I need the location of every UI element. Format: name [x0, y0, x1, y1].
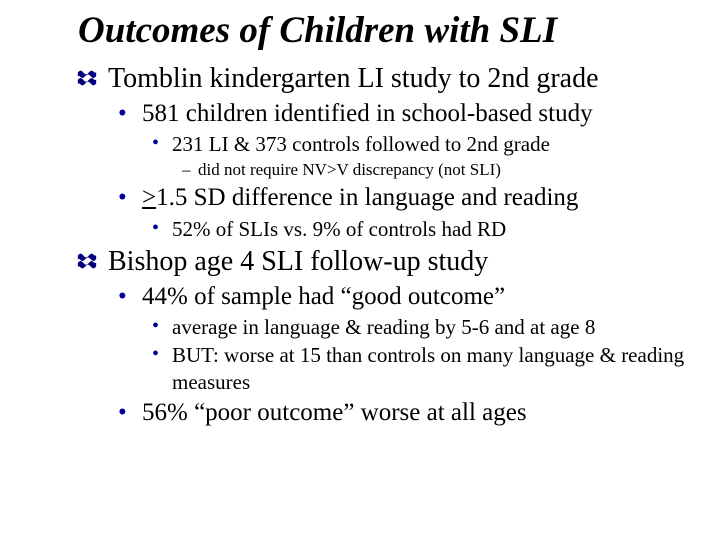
bullet-level-3-item: 52% of SLIs vs. 9% of controls had RD [142, 216, 700, 242]
wavy-bullet-icon [76, 67, 98, 89]
slide: Outcomes of Children with SLI Tomblin ki… [0, 0, 720, 540]
bullet-level-1-list: Tomblin kindergarten LI study to 2nd gra… [20, 61, 700, 429]
bullet-level-1-item: Tomblin kindergarten LI study to 2nd gra… [20, 61, 700, 242]
bullet-level-2-item: 44% of sample had “good outcome” average… [108, 281, 700, 395]
bullet-level-2-list: 581 children identified in school-based … [108, 98, 700, 242]
bullet-level-2-list: 44% of sample had “good outcome” average… [108, 281, 700, 428]
bullet-text: 56% “poor outcome” worse at all ages [142, 399, 527, 426]
slide-title: Outcomes of Children with SLI [78, 10, 700, 53]
bullet-level-1-item: Bishop age 4 SLI follow-up study 44% of … [20, 244, 700, 428]
bullet-level-3-list: average in language & reading by 5-6 and… [142, 314, 700, 395]
bullet-level-2-item: 56% “poor outcome” worse at all ages [108, 397, 700, 428]
bullet-level-3-item: BUT: worse at 15 than controls on many l… [142, 342, 700, 395]
bullet-text: average in language & reading by 5-6 and… [172, 315, 595, 339]
bullet-level-4-item: did not require NV>V discrepancy (not SL… [172, 159, 700, 180]
bullet-text: 231 LI & 373 controls followed to 2nd gr… [172, 132, 550, 156]
bullet-text: 581 children identified in school-based … [142, 100, 593, 127]
bullet-text: Tomblin kindergarten LI study to 2nd gra… [108, 63, 599, 94]
bullet-text: 44% of sample had “good outcome” [142, 283, 505, 310]
wavy-bullet-icon [76, 250, 98, 272]
bullet-level-3-list: 52% of SLIs vs. 9% of controls had RD [142, 216, 700, 242]
bullet-text: Bishop age 4 SLI follow-up study [108, 246, 488, 277]
bullet-text: did not require NV>V discrepancy (not SL… [198, 160, 501, 179]
bullet-text: 1.5 SD difference in language and readin… [156, 184, 578, 211]
bullet-level-3-item: average in language & reading by 5-6 and… [142, 314, 700, 340]
bullet-level-2-item: >1.5 SD difference in language and readi… [108, 182, 700, 242]
bullet-level-2-item: 581 children identified in school-based … [108, 98, 700, 181]
bullet-underline-prefix: > [142, 184, 156, 211]
bullet-text: BUT: worse at 15 than controls on many l… [172, 343, 684, 393]
bullet-level-3-list: 231 LI & 373 controls followed to 2nd gr… [142, 131, 700, 181]
bullet-level-4-list: did not require NV>V discrepancy (not SL… [172, 159, 700, 180]
bullet-level-3-item: 231 LI & 373 controls followed to 2nd gr… [142, 131, 700, 181]
bullet-text: 52% of SLIs vs. 9% of controls had RD [172, 217, 506, 241]
